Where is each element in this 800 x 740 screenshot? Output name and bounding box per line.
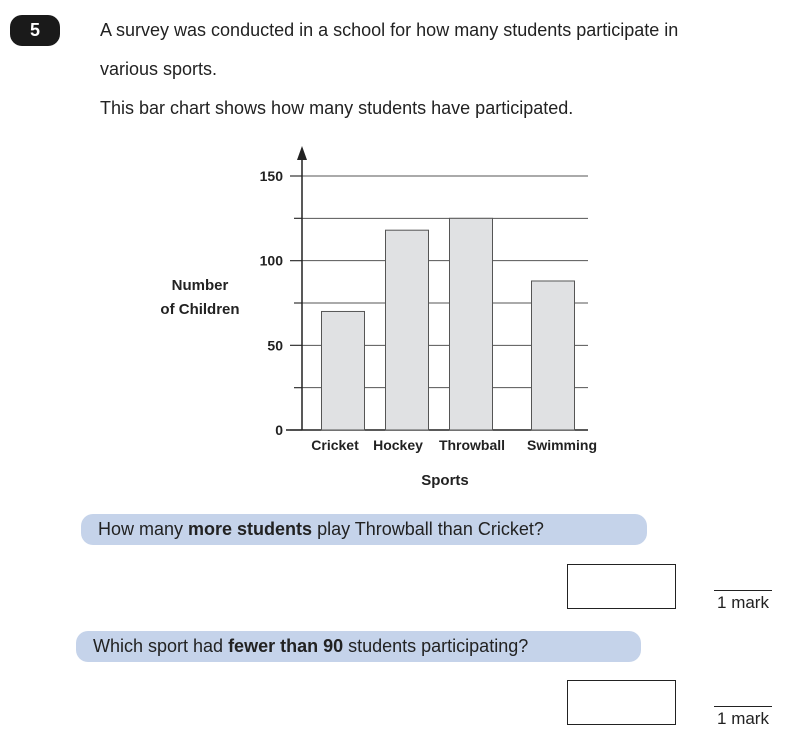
y-tick-label: 150 [260,168,284,184]
bar [385,229,429,431]
y-tick-label: 50 [267,337,283,353]
question-text: students participating? [343,636,529,656]
question-number: 5 [10,15,60,46]
question-text: How many [98,519,189,539]
x-tick-label: Hockey [373,437,423,453]
y-tick-label: 100 [260,253,284,269]
y-axis-arrow [297,146,307,160]
answer-box[interactable] [567,564,676,609]
y-axis-label: Number of Children [140,274,260,322]
question: How many more students play Throwball th… [81,514,647,545]
bar [531,280,575,431]
question-text: play Throwball than Cricket? [312,519,544,539]
x-tick-label: Swimming [527,437,597,453]
y-label-line: of Children [160,301,240,318]
mark-label: 1 mark [714,590,772,613]
intro-text: A survey was conducted in a school for h… [100,20,679,79]
question-emphasis: fewer than 90 [228,636,344,656]
y-tick-label: 0 [275,422,283,438]
question-text: Which sport had [93,636,229,656]
y-label-line: Number [171,277,229,294]
bar [321,310,365,431]
answer-box[interactable] [567,680,676,725]
question: Which sport had fewer than 90 students p… [76,631,641,662]
mark-label: 1 mark [714,706,772,729]
bar [449,217,493,431]
intro-text: This bar chart shows how many students h… [100,98,574,118]
chart: 0 50 100 150 Cricket Hockey Throwball Swimming S… [260,146,597,489]
x-tick-label: Throwball [439,437,505,453]
x-tick-label: Cricket [311,437,359,453]
question-emphasis: more students [188,519,313,539]
x-axis-label: Sports [421,472,469,489]
